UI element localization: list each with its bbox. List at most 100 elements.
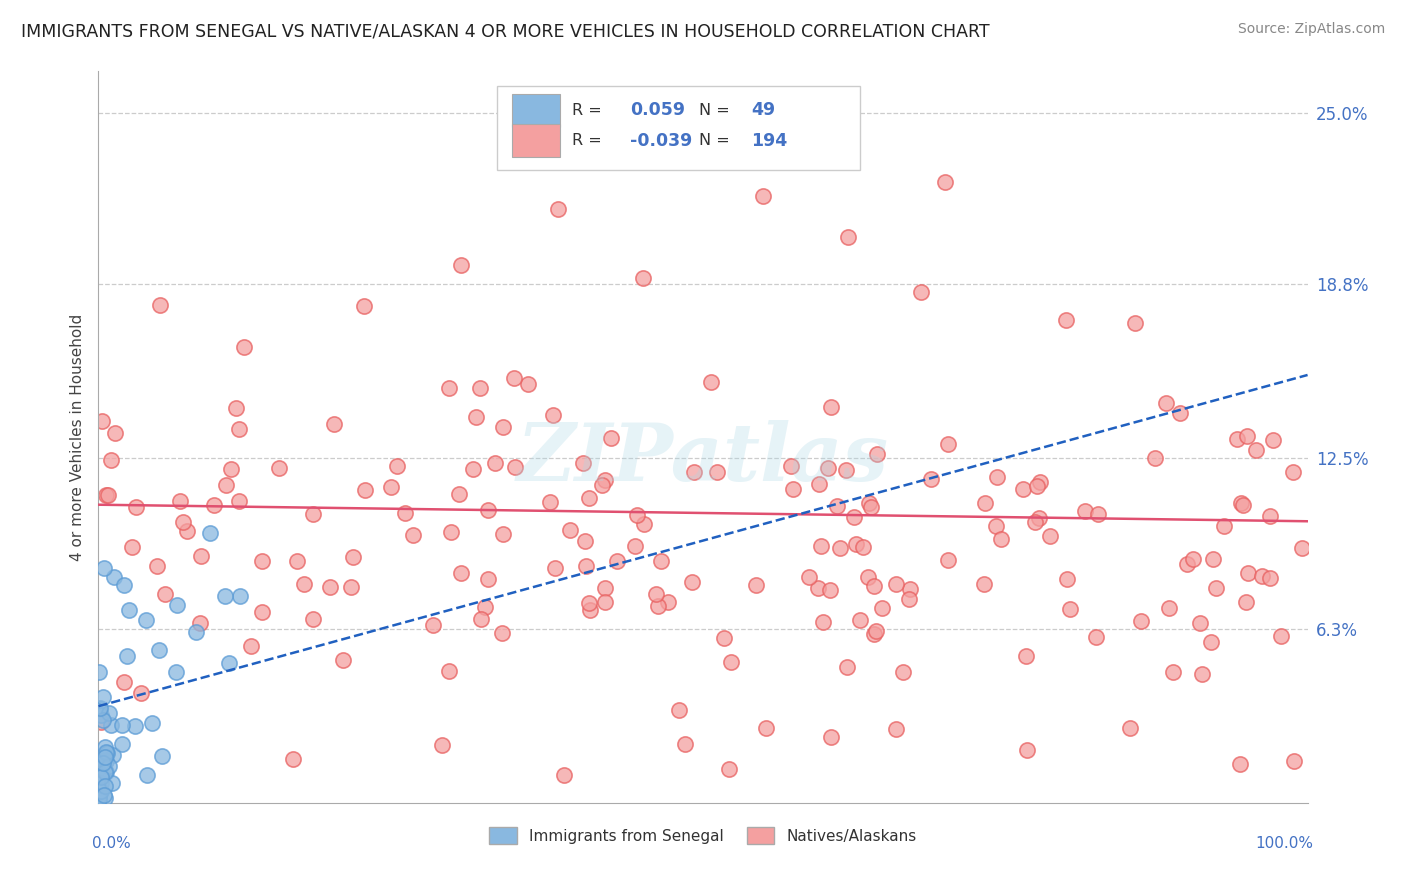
Point bbox=[385, 459, 408, 474]
Point bbox=[1074, 504, 1097, 518]
Point bbox=[856, 570, 879, 584]
Point bbox=[94, 791, 117, 805]
Point bbox=[713, 631, 735, 645]
Point bbox=[897, 591, 920, 606]
Point bbox=[1282, 755, 1305, 769]
Point bbox=[90, 784, 112, 798]
Point bbox=[89, 701, 111, 715]
Point bbox=[986, 469, 1008, 483]
Point bbox=[430, 739, 453, 753]
Point bbox=[232, 340, 254, 354]
Text: -0.039: -0.039 bbox=[630, 132, 693, 150]
Text: 0.059: 0.059 bbox=[630, 101, 686, 120]
Point bbox=[94, 739, 117, 754]
Point bbox=[990, 533, 1012, 547]
Point bbox=[891, 665, 914, 680]
Point bbox=[835, 463, 858, 477]
Point bbox=[124, 719, 146, 733]
Point bbox=[91, 414, 114, 428]
Point bbox=[87, 665, 110, 680]
Point bbox=[165, 665, 187, 680]
Point bbox=[547, 202, 569, 217]
Point bbox=[593, 595, 616, 609]
Point bbox=[717, 762, 740, 776]
Point bbox=[1157, 600, 1180, 615]
Point bbox=[342, 549, 364, 564]
Point bbox=[837, 660, 859, 674]
Point bbox=[752, 188, 775, 202]
Point bbox=[401, 527, 423, 541]
Point bbox=[825, 499, 848, 513]
Point bbox=[190, 549, 212, 564]
Point bbox=[439, 381, 461, 395]
Point bbox=[89, 789, 111, 803]
Point bbox=[859, 500, 882, 514]
Point bbox=[745, 578, 768, 592]
Point bbox=[544, 560, 567, 574]
Point bbox=[90, 768, 112, 782]
Text: R =: R = bbox=[572, 103, 607, 118]
Point bbox=[477, 572, 499, 586]
Point bbox=[898, 582, 921, 596]
Point bbox=[250, 605, 273, 619]
Point bbox=[1251, 569, 1274, 583]
Point bbox=[474, 600, 496, 615]
Point bbox=[422, 617, 444, 632]
Point bbox=[332, 653, 354, 667]
Point bbox=[593, 581, 616, 595]
Point bbox=[1291, 541, 1313, 556]
Point bbox=[319, 580, 342, 594]
Point bbox=[94, 765, 117, 780]
Point bbox=[865, 624, 887, 638]
Point bbox=[1199, 635, 1222, 649]
Point bbox=[884, 577, 907, 591]
Point bbox=[90, 775, 112, 789]
Point bbox=[440, 525, 463, 540]
Point bbox=[624, 539, 647, 553]
Point bbox=[517, 376, 540, 391]
Point bbox=[1012, 482, 1035, 496]
FancyBboxPatch shape bbox=[512, 124, 561, 157]
Point bbox=[339, 580, 361, 594]
Point bbox=[450, 258, 472, 272]
Point bbox=[121, 540, 143, 554]
Point bbox=[820, 730, 842, 744]
Point bbox=[1024, 515, 1046, 529]
Point bbox=[884, 723, 907, 737]
Point bbox=[553, 768, 575, 782]
Point bbox=[820, 400, 842, 414]
Point bbox=[813, 615, 835, 629]
Point bbox=[863, 579, 886, 593]
Point bbox=[936, 553, 959, 567]
Point bbox=[87, 791, 110, 805]
Point bbox=[90, 715, 112, 730]
Point bbox=[202, 498, 225, 512]
Point bbox=[1130, 614, 1153, 628]
Point bbox=[437, 665, 460, 679]
Point bbox=[135, 613, 157, 627]
Point bbox=[214, 589, 236, 603]
Point bbox=[818, 583, 841, 598]
Point bbox=[683, 465, 706, 479]
Point bbox=[600, 431, 623, 445]
Point bbox=[538, 495, 561, 509]
Point bbox=[176, 524, 198, 539]
Point bbox=[807, 581, 830, 595]
Point bbox=[228, 422, 250, 436]
Point bbox=[1189, 615, 1212, 630]
Point bbox=[1226, 432, 1249, 446]
Point bbox=[281, 752, 304, 766]
Point bbox=[166, 599, 188, 613]
Point bbox=[1229, 496, 1251, 510]
Point bbox=[755, 721, 778, 735]
Point bbox=[394, 506, 416, 520]
Point bbox=[1085, 630, 1108, 644]
Point bbox=[910, 285, 932, 300]
Point bbox=[1168, 406, 1191, 420]
Point bbox=[184, 625, 207, 640]
Point bbox=[100, 453, 122, 467]
Point bbox=[101, 776, 124, 790]
Point bbox=[91, 756, 114, 770]
Point bbox=[1236, 429, 1258, 443]
Point bbox=[322, 417, 344, 431]
